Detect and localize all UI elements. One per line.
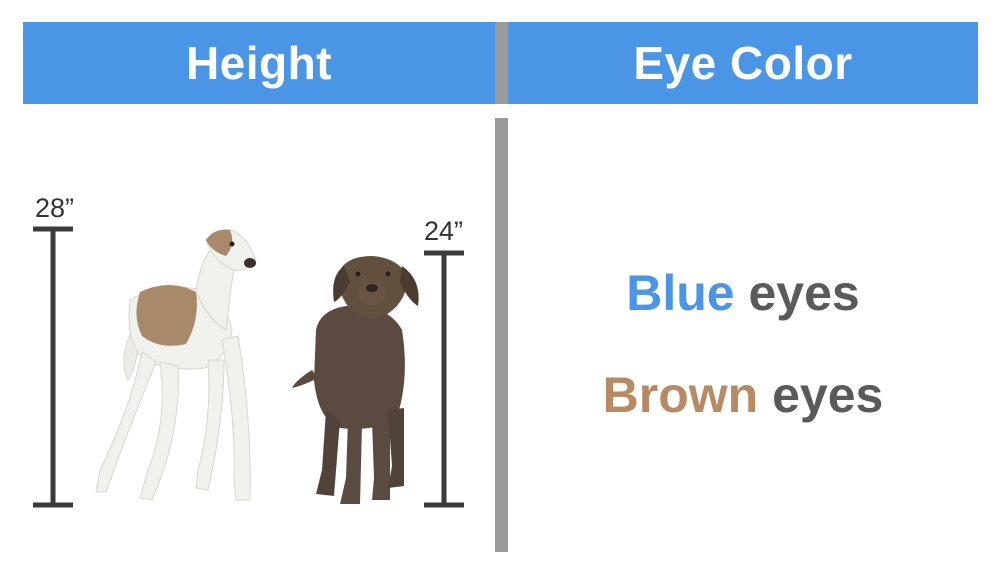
eye-color-brown: Brown eyes xyxy=(508,366,978,424)
ruler-28-icon xyxy=(33,226,73,508)
greyhound-dog xyxy=(95,229,257,501)
header-divider xyxy=(495,22,508,104)
eye-color-brown-suffix: eyes xyxy=(758,367,884,423)
eye-color-brown-word: Brown xyxy=(602,367,759,423)
chocolate-labrador-dog xyxy=(292,256,419,504)
eye-color-blue-word: Blue xyxy=(626,265,735,321)
height-label-24: 24” xyxy=(424,216,464,246)
ruler-24-icon xyxy=(424,250,464,508)
height-label-28: 28” xyxy=(35,193,75,223)
header-eye-color: Eye Color xyxy=(508,22,978,104)
header-eye-color-label: Eye Color xyxy=(633,37,853,89)
eye-color-blue: Blue eyes xyxy=(508,264,978,322)
eye-color-blue-suffix: eyes xyxy=(734,265,860,321)
header-height-label: Height xyxy=(185,37,333,89)
panel-divider xyxy=(495,118,508,552)
header-height: Height xyxy=(23,22,495,104)
